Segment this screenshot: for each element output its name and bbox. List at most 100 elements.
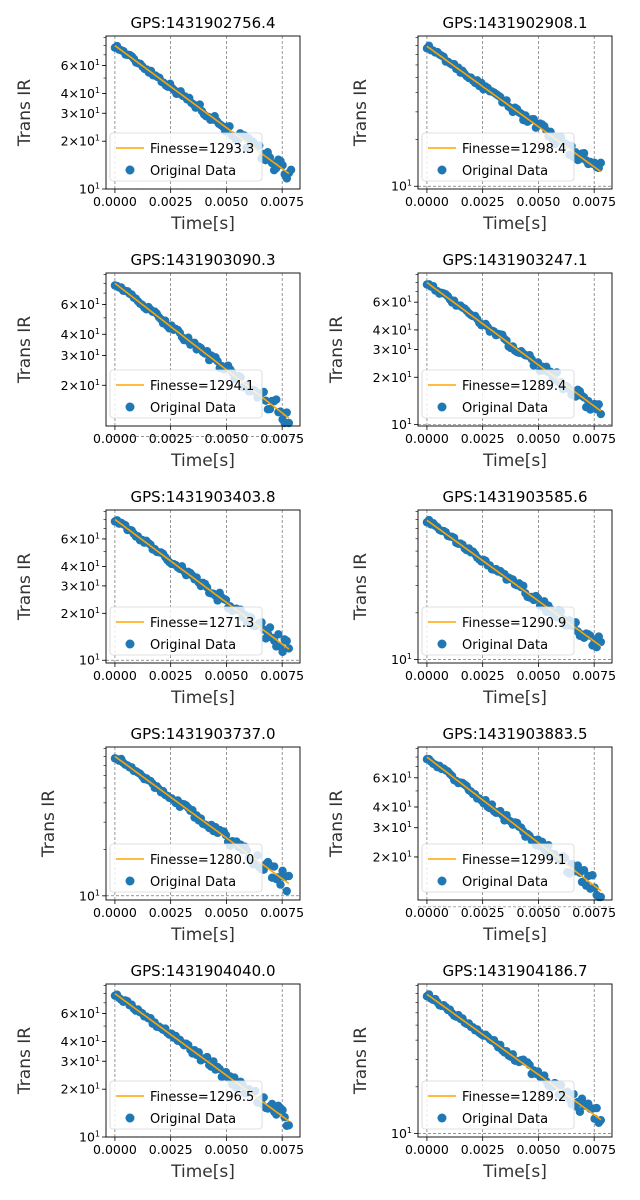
subplot-title: GPS:1431902908.1 [443, 14, 588, 32]
data-point [221, 830, 231, 840]
legend-fit-label: Finesse=1280.0 [150, 853, 254, 868]
x-tick-label: 0.0000 [93, 905, 137, 920]
axes-frame [105, 35, 301, 190]
y-tick-label: 3×101 [373, 342, 412, 357]
x-tick-label: 0.0025 [461, 668, 505, 683]
x-tick-label: 0.0075 [260, 1142, 304, 1157]
legend-data-label: Original Data [150, 1112, 236, 1127]
axes-frame [105, 746, 301, 901]
x-tick-label: 0.0000 [405, 431, 449, 446]
y-axis-label: Trans IR [39, 790, 59, 858]
y-tick-label: 4×101 [373, 800, 412, 815]
x-tick-label: 0.0000 [93, 431, 137, 446]
x-tick-label: 0.0075 [572, 431, 616, 446]
legend-box [421, 606, 575, 656]
y-tick-label: 101 [391, 1126, 412, 1141]
y-axis-label: Trans IR [327, 790, 347, 858]
subplot: 0.0000 0.0025 0.0050 0.0075 101 GPS:143190290… [351, 14, 616, 234]
data-point [588, 871, 597, 880]
data-point [221, 595, 231, 605]
legend-fit-label: Finesse=1289.2 [462, 1090, 566, 1105]
x-tick-label: 0.0050 [517, 905, 561, 920]
x-tick-label: 0.0075 [260, 194, 304, 209]
subplot-title: GPS:1431903585.6 [443, 488, 588, 506]
legend-fit-label: Finesse=1271.3 [150, 616, 254, 631]
subplot-title: GPS:1431902756.4 [131, 14, 276, 32]
y-tick-label: 2×101 [61, 134, 100, 149]
data-point [596, 409, 606, 419]
subplot-title: GPS:1431903883.5 [443, 725, 588, 743]
y-tick-label: 101 [79, 1130, 100, 1145]
x-tick-label: 0.0025 [149, 1142, 193, 1157]
y-tick-label: 4×101 [61, 86, 100, 101]
x-axis-label: Time[s] [482, 1162, 547, 1182]
y-tick-label: 2×101 [373, 370, 412, 385]
legend-fit-label: Finesse=1290.9 [462, 616, 566, 631]
x-tick-label: 0.0000 [93, 194, 137, 209]
x-tick-label: 0.0025 [149, 194, 193, 209]
data-point [269, 862, 279, 871]
y-axis-label: Trans IR [351, 1027, 371, 1095]
subplot-title: GPS:1431904186.7 [443, 962, 588, 980]
y-tick-label: 101 [79, 888, 100, 903]
data-point [286, 165, 296, 175]
axes-frame [105, 983, 301, 1138]
y-tick-label: 3×101 [61, 578, 100, 593]
data-point [573, 861, 582, 870]
data-point [284, 871, 294, 881]
legend-data-swatch [125, 402, 135, 412]
y-tick-label: 6×101 [373, 770, 412, 785]
data-point [508, 1050, 518, 1059]
legend-data-swatch [125, 876, 135, 886]
legend-box [421, 132, 575, 182]
data-point [596, 158, 606, 168]
y-tick-label: 4×101 [61, 559, 100, 574]
y-tick-label: 101 [391, 417, 412, 432]
legend-data-label: Original Data [150, 401, 236, 416]
data-point [481, 795, 490, 805]
x-tick-label: 0.0075 [572, 668, 616, 683]
data-point [579, 149, 589, 158]
data-point [592, 1103, 601, 1113]
legend-data-swatch [437, 1113, 447, 1123]
data-point [579, 865, 589, 875]
x-axis-label: Time[s] [482, 925, 547, 945]
y-tick-label: 3×101 [61, 1054, 100, 1069]
data-point [533, 594, 543, 603]
legend-fit-label: Finesse=1294.1 [150, 379, 254, 394]
y-tick-label: 2×101 [373, 849, 412, 864]
data-point [272, 395, 281, 404]
x-tick-label: 0.0050 [205, 668, 249, 683]
x-tick-label: 0.0075 [260, 431, 304, 446]
data-point [265, 404, 275, 414]
subplot: 0.0000 0.0025 0.0050 0.0075 101 GPS:143190358… [351, 488, 616, 708]
x-tick-label: 0.0000 [405, 905, 449, 920]
x-tick-label: 0.0000 [405, 668, 449, 683]
x-tick-label: 0.0050 [205, 194, 249, 209]
subplot-title: GPS:1431904040.0 [131, 962, 276, 980]
y-tick-label: 6×101 [373, 295, 412, 310]
subplot: 0.0000 0.0025 0.0050 0.0075 101 2×101 3×101 4×1… [15, 14, 304, 234]
data-point [282, 886, 291, 896]
y-tick-label: 3×101 [373, 820, 412, 835]
legend-data-label: Original Data [462, 875, 548, 890]
data-point [487, 800, 497, 809]
x-tick-label: 0.0050 [517, 668, 561, 683]
legend-box [109, 132, 263, 182]
legend-box [421, 1080, 575, 1130]
x-tick-label: 0.0025 [461, 1142, 505, 1157]
legend-data-swatch [125, 639, 135, 649]
y-axis-label: Trans IR [15, 553, 35, 621]
x-tick-label: 0.0000 [93, 1142, 137, 1157]
data-point [590, 883, 599, 892]
y-tick-label: 101 [79, 182, 100, 197]
y-tick-label: 2×101 [61, 606, 100, 621]
data-point [596, 892, 606, 902]
legend-data-label: Original Data [150, 875, 236, 890]
x-axis-label: Time[s] [170, 214, 235, 234]
x-axis-label: Time[s] [170, 925, 235, 945]
y-axis-label: Trans IR [351, 79, 371, 147]
y-tick-label: 4×101 [61, 1034, 100, 1049]
legend-data-swatch [437, 876, 447, 886]
subplot: 0.0000 0.0025 0.0050 0.0075 101 2×101 3×101 4×1… [15, 962, 304, 1182]
